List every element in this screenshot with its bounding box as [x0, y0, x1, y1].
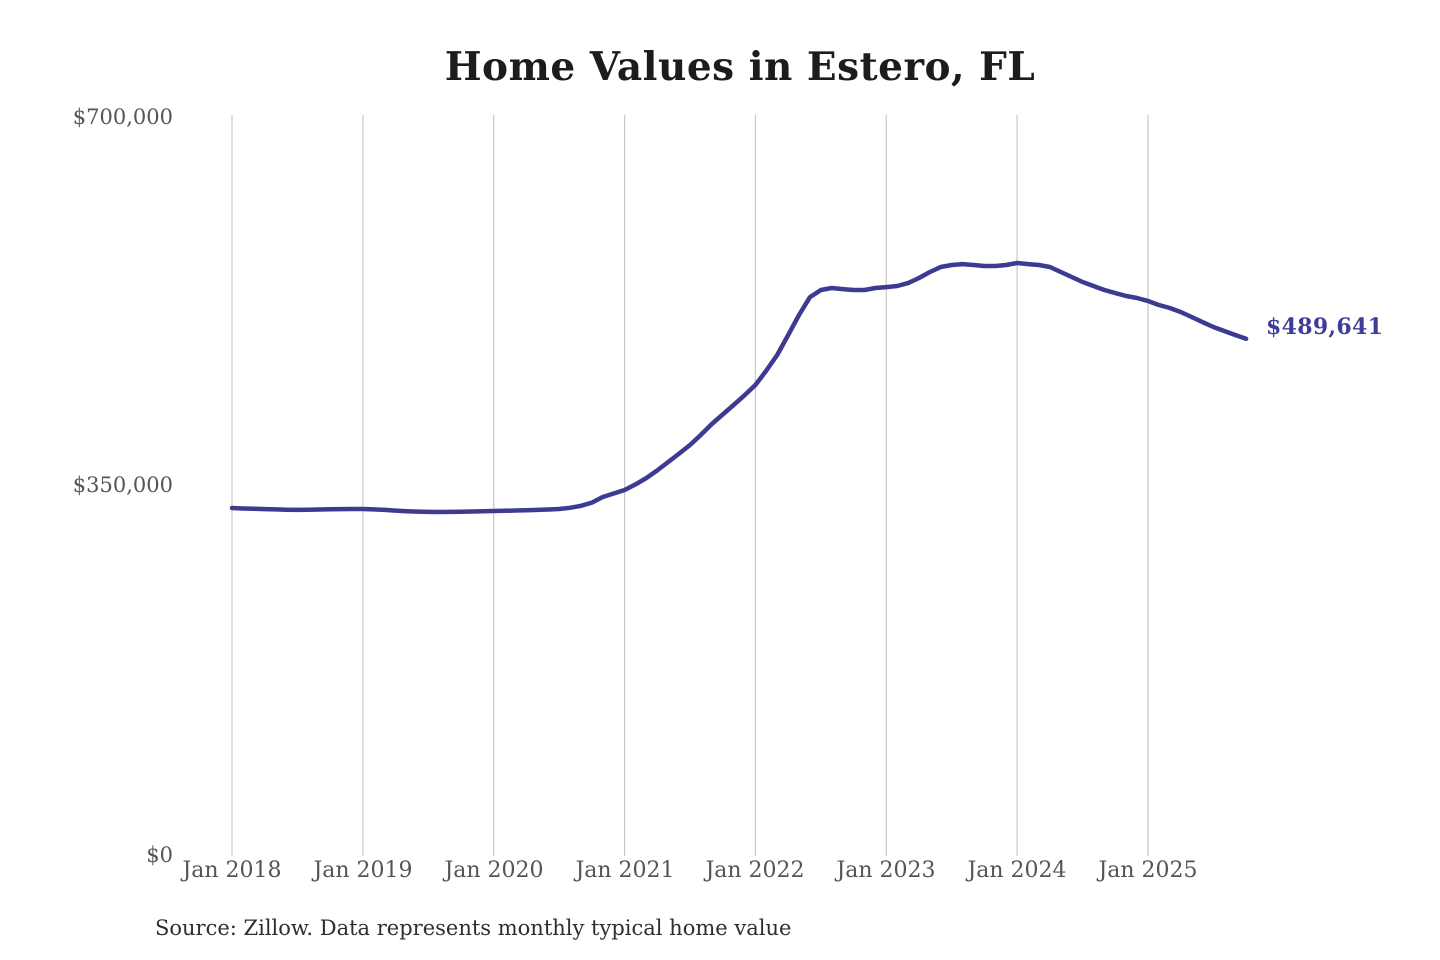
x-tick-label: Jan 2021: [575, 858, 675, 883]
x-tick-label: Jan 2019: [313, 858, 413, 883]
y-tick-700k: $700,000: [72, 105, 173, 129]
x-tick-label: Jan 2023: [836, 858, 936, 883]
x-tick-label: Jan 2018: [182, 858, 282, 883]
source-note: Source: Zillow. Data represents monthly …: [155, 916, 792, 940]
home-value-line-series: [229, 260, 1249, 515]
current-value-label: $489,641: [1266, 314, 1384, 340]
chart-title: Home Values in Estero, FL: [444, 44, 1036, 90]
x-tick-label: Jan 2022: [705, 858, 805, 883]
year-gridlines: [231, 115, 1149, 856]
x-tick-label: Jan 2025: [1098, 858, 1198, 883]
y-tick-0: $0: [146, 843, 173, 867]
x-tick-label: Jan 2024: [967, 858, 1067, 883]
x-tick-label: Jan 2020: [444, 858, 544, 883]
y-tick-350k: $350,000: [72, 473, 173, 497]
